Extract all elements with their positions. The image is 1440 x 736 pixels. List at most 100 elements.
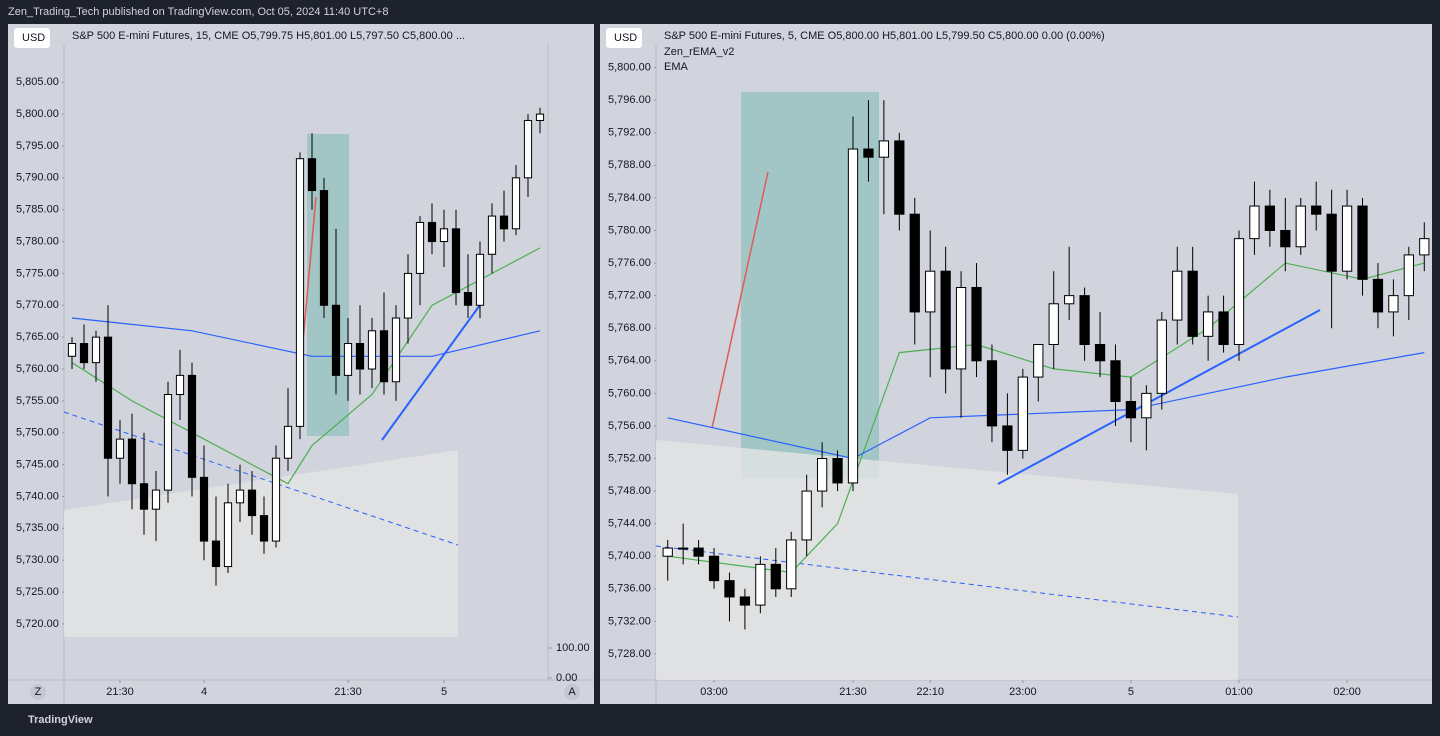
candle-body (708, 555, 720, 582)
candle-body (1079, 295, 1090, 345)
y-tick-label: 5,805.00 (16, 76, 59, 88)
candle-body (1326, 213, 1337, 272)
y-tick-label: 5,780.00 (16, 235, 59, 247)
y-tick-label: 5,728.00 (608, 648, 651, 660)
candle-body (770, 563, 781, 590)
candle-body (1264, 205, 1276, 231)
button[interactable] (30, 684, 46, 700)
candle-body (1280, 229, 1291, 248)
candle-body (475, 253, 485, 306)
y-tick-label: 5,720.00 (16, 618, 59, 630)
legend: S&P 500 E-mini Futures, 5, CME O5,800.00… (664, 30, 1105, 42)
candle-body (211, 540, 221, 568)
candle-body (925, 270, 936, 313)
candle-body (816, 457, 828, 492)
candle-body (1372, 278, 1384, 313)
candle-body (801, 490, 812, 541)
currency-badge (14, 28, 50, 48)
y-tick-label: 5,730.00 (16, 554, 59, 566)
candle-body (1033, 343, 1044, 378)
candle-body (662, 547, 673, 557)
candle-body (379, 330, 389, 383)
candle-body (1125, 400, 1137, 419)
y-tick-label: 5,790.00 (16, 172, 59, 184)
x-tick-label: 23:00 (1009, 686, 1037, 698)
candle-body (724, 580, 735, 598)
zone (741, 92, 879, 478)
button[interactable] (564, 684, 580, 700)
indicator-line (71, 247, 541, 485)
candle-body (439, 228, 449, 243)
footer-logo: TradingView (28, 714, 93, 726)
button-label[interactable]: A (568, 686, 576, 698)
currency: USD (22, 32, 45, 44)
y-tick-label: 5,752.00 (608, 452, 651, 464)
candle-body (894, 140, 905, 215)
candle-body (1249, 205, 1260, 240)
y-tick-label: 5,745.00 (16, 459, 59, 471)
y-tick-label: 5,756.00 (608, 420, 651, 432)
candle-body (79, 343, 89, 364)
channel (64, 450, 458, 637)
candle-body (163, 394, 173, 491)
candle-body (151, 489, 161, 510)
candle-body (91, 336, 101, 364)
candle-body (487, 215, 497, 255)
candle-body (1341, 205, 1353, 272)
indicator-name: EMA (664, 61, 689, 73)
button-label[interactable]: Z (35, 686, 42, 698)
arrow (997, 309, 1321, 485)
candle-body (1419, 238, 1430, 256)
candle-body (427, 221, 437, 243)
candle-body (1048, 303, 1059, 345)
y-tick-label: 5,750.00 (16, 427, 59, 439)
candle-body (271, 457, 281, 542)
candle-body (523, 119, 533, 179)
x-tick-label: 21:30 (839, 686, 867, 698)
candle-body (403, 272, 413, 319)
currency-badge (606, 28, 642, 48)
y-tick-label: 5,780.00 (608, 224, 651, 236)
charts: USD S&P 500 E-mini Futures, 15, CME O5,79… (14, 28, 1430, 700)
candle-body (755, 563, 766, 606)
candle-body (127, 438, 137, 485)
candle-body (1357, 205, 1368, 280)
candle-body (1156, 319, 1167, 394)
legend: S&P 500 E-mini Futures, 15, CME O5,799.7… (72, 30, 465, 42)
candle-body (1017, 376, 1028, 451)
indicator-line (71, 317, 541, 357)
candle-body (283, 425, 293, 459)
y-tick-label: 5,735.00 (16, 522, 59, 534)
y-tick-label: 5,768.00 (608, 322, 651, 334)
candle-body (1233, 238, 1245, 345)
candle-body (103, 336, 113, 459)
y-tick-label: 5,800.00 (608, 62, 651, 74)
y-tick-label: 5,772.00 (608, 290, 651, 302)
candle-body (1110, 360, 1121, 402)
candle-body (1141, 392, 1152, 419)
candle-body (1202, 311, 1214, 337)
channel (656, 440, 1238, 680)
candle-body (739, 596, 751, 606)
pane-tick-label: 100.00 (556, 642, 590, 654)
candle-body (187, 374, 197, 478)
candle-body (175, 374, 185, 396)
candle-body (863, 148, 874, 158)
y-tick-label: 5,800.00 (16, 108, 59, 120)
candle-body (535, 113, 545, 121)
y-tick-label: 5,776.00 (608, 257, 651, 269)
y-tick-label: 5,792.00 (608, 127, 651, 139)
candle-body (832, 457, 843, 484)
y-tick-label: 5,744.00 (608, 518, 651, 530)
candle-body (235, 489, 245, 504)
candle-body (1295, 205, 1306, 248)
y-tick-label: 5,795.00 (16, 140, 59, 152)
candle-body (139, 483, 149, 510)
candle-body (1388, 295, 1399, 313)
y-tick-label: 5,764.00 (608, 355, 651, 367)
y-tick-label: 5,760.00 (16, 363, 59, 375)
y-tick-label: 5,785.00 (16, 204, 59, 216)
y-tick-label: 5,755.00 (16, 395, 59, 407)
candle-body (223, 502, 233, 568)
candle-body (343, 343, 353, 376)
